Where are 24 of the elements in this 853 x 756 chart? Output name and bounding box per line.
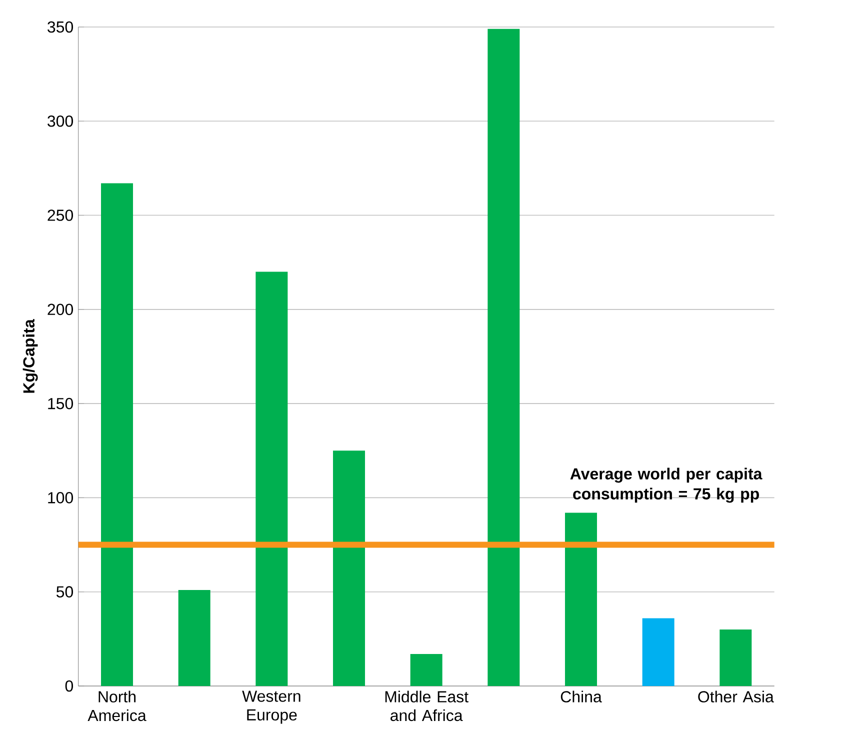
y-axis-title: Kg/Capita [22, 319, 38, 393]
y-tick-label: 50 [56, 586, 74, 598]
x-tick-label: Other Asia [698, 690, 774, 702]
x-tick-label: Middle East and Africa [385, 690, 468, 722]
y-tick-label: 200 [48, 304, 74, 316]
x-tick-label: Western Europe [242, 690, 300, 724]
bar [410, 654, 442, 686]
x-tick-label: China [560, 690, 602, 702]
bar [333, 450, 365, 686]
y-tick-label: 150 [48, 398, 74, 410]
y-tick-label: 350 [48, 21, 74, 33]
ref-line-label: Average world per capita consumption = 75 kg pp [570, 468, 762, 503]
bar [488, 28, 520, 686]
y-tick-label: 100 [48, 492, 74, 504]
y-tick-label: 300 [48, 115, 74, 127]
bar [101, 183, 134, 686]
bar [720, 630, 752, 686]
y-tick-label: 0 [65, 680, 74, 692]
bar [642, 618, 674, 686]
y-tick-label: 250 [48, 210, 74, 221]
x-tick-label: North America [88, 690, 146, 722]
bar [256, 272, 288, 686]
bar [178, 590, 210, 686]
bar [564, 512, 597, 686]
